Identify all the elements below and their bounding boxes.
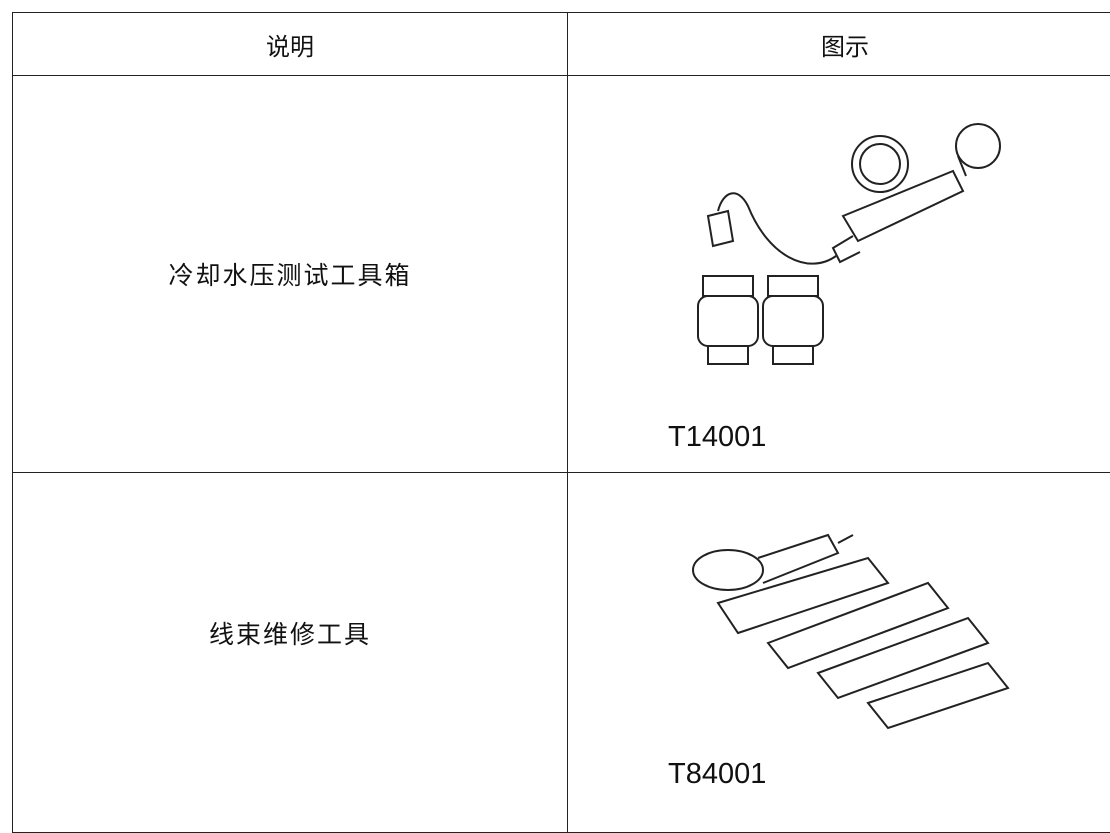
table-row: 线束维修工具 T84001 (13, 473, 1110, 833)
line-art (958, 156, 966, 176)
line-art (708, 211, 733, 246)
illustration-cell: T14001 (568, 76, 1110, 473)
table-row: 冷却水压测试工具箱 T14001 (13, 76, 1110, 473)
line-art (763, 296, 823, 346)
line-art (698, 296, 758, 346)
harness-tools-illustration (568, 473, 1108, 813)
line-art (758, 535, 838, 583)
header-cell: 说明 (13, 13, 568, 76)
line-art (833, 236, 860, 262)
description: 冷却水压测试工具箱 (13, 76, 568, 473)
line-art (768, 583, 948, 668)
header-row: 说明 图示 (13, 13, 1110, 76)
illustration-cell: T84001 (568, 473, 1110, 833)
tool-code: T84001 (668, 758, 766, 791)
line-art (768, 276, 818, 296)
header-cell: 图示 (568, 13, 1110, 76)
line-art (693, 550, 763, 590)
pressure-tester-illustration (568, 76, 1108, 471)
line-art (868, 663, 1008, 728)
line-art (838, 535, 853, 543)
line-art (703, 276, 753, 296)
line-art (956, 124, 1000, 168)
line-art (708, 346, 748, 364)
line-art (818, 618, 988, 698)
line-art (718, 193, 836, 263)
line-art (718, 558, 888, 633)
line-art (773, 346, 813, 364)
tool-code: T14001 (668, 421, 766, 454)
tools-table: 说明 图示 冷却水压测试工具箱 T14001 线束维修工具 (12, 12, 1110, 833)
description: 线束维修工具 (13, 473, 568, 833)
line-art (860, 144, 900, 184)
